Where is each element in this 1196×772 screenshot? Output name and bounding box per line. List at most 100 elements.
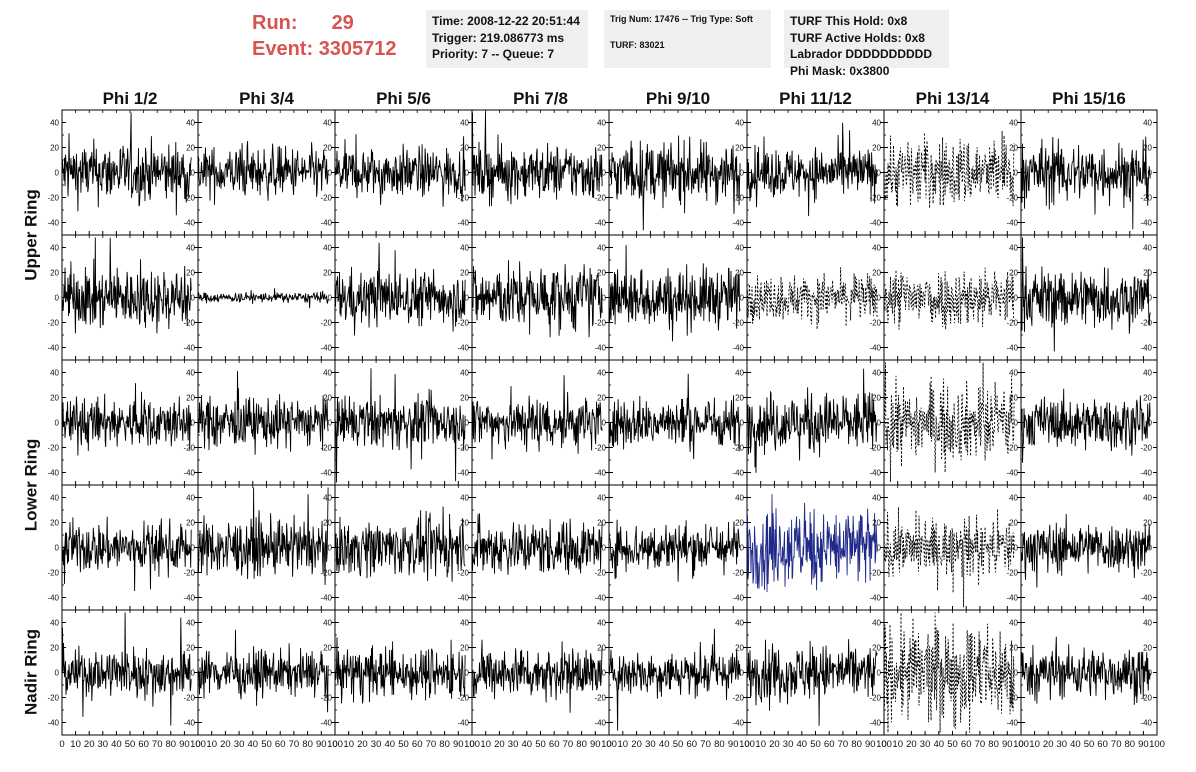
y-tick-label-0-4-4: 40 — [597, 119, 606, 128]
y-tick-label-2-3-4: 40 — [460, 369, 469, 378]
y-tick-label-2-3-3: 20 — [460, 394, 469, 403]
x-tick-label-5-6: 60 — [824, 739, 835, 750]
y-tick-label-4-4-0: -40 — [594, 719, 606, 728]
y-tick-label-4-5-3: 20 — [735, 644, 744, 653]
time-info-box: Time: 2008-12-22 20:51:44 Trigger: 219.0… — [426, 10, 588, 68]
y-tick-label-1-2-2: 0 — [328, 294, 333, 303]
x-tick-label-7-9: 90 — [1138, 739, 1149, 750]
y-tick-label-right-0-1: -20 — [1140, 194, 1152, 203]
waveform-1-6 — [883, 267, 1015, 330]
y-tick-label-2-0-3: 20 — [50, 394, 59, 403]
y-tick-label-4-1-0: -40 — [183, 719, 195, 728]
y-tick-label-1-1-4: 40 — [186, 244, 195, 253]
waveform-1-7 — [1020, 237, 1151, 352]
y-tick-label-3-7-3: 20 — [1009, 519, 1018, 528]
waveform-1-3 — [471, 260, 603, 338]
y-tick-label-1-4-3: 20 — [597, 269, 606, 278]
y-tick-label-3-4-4: 40 — [597, 494, 606, 503]
waveform-4-7 — [1020, 636, 1151, 705]
y-tick-label-4-3-4: 40 — [460, 619, 469, 628]
y-tick-label-0-1-0: -40 — [183, 219, 195, 228]
x-tick-label-1-10: 100 — [327, 739, 343, 750]
x-tick-label-2-3: 30 — [371, 739, 382, 750]
y-tick-label-0-2-2: 0 — [328, 169, 333, 178]
y-tick-label-right-2-1: -20 — [1140, 444, 1152, 453]
y-tick-label-3-2-3: 20 — [323, 519, 332, 528]
x-tick-label-5-7: 70 — [838, 739, 849, 750]
time-text: Time: 2008-12-22 20:51:44 — [432, 14, 580, 28]
waveform-1-1 — [197, 288, 329, 309]
y-tick-label-3-6-4: 40 — [872, 494, 881, 503]
y-tick-label-3-1-4: 40 — [186, 494, 195, 503]
y-tick-label-3-1-2: 0 — [191, 544, 196, 553]
y-tick-label-3-6-3: 20 — [872, 519, 881, 528]
y-tick-label-2-4-3: 20 — [597, 394, 606, 403]
y-tick-label-0-7-3: 20 — [1009, 144, 1018, 153]
waveform-0-0 — [61, 112, 192, 216]
waveform-3-3 — [471, 513, 603, 575]
y-tick-label-2-0-2: 0 — [55, 419, 60, 428]
y-tick-label-2-4-1: -20 — [594, 444, 606, 453]
x-tick-label-6-0: 0 — [881, 739, 886, 750]
y-tick-label-4-0-3: 20 — [50, 644, 59, 653]
y-tick-label-right-1-4: 40 — [1143, 244, 1152, 253]
y-tick-label-1-6-4: 40 — [872, 244, 881, 253]
y-tick-label-1-0-1: -20 — [47, 319, 59, 328]
x-tick-label-4-2: 20 — [631, 739, 642, 750]
y-tick-label-2-6-0: -40 — [869, 469, 881, 478]
y-tick-label-4-7-2: 0 — [1014, 669, 1019, 678]
x-tick-label-2-4: 40 — [385, 739, 396, 750]
y-tick-label-3-7-4: 40 — [1009, 494, 1018, 503]
x-tick-label-7-4: 40 — [1070, 739, 1081, 750]
y-tick-label-2-5-2: 0 — [740, 419, 745, 428]
y-tick-label-1-6-1: -20 — [869, 319, 881, 328]
x-tick-label-7-10: 100 — [1149, 739, 1165, 750]
waveform-0-2 — [334, 134, 466, 207]
y-tick-label-1-2-0: -40 — [320, 344, 332, 353]
x-tick-label-2-8: 80 — [439, 739, 450, 750]
x-tick-label-3-6: 60 — [549, 739, 560, 750]
y-tick-label-3-0-1: -20 — [47, 569, 59, 578]
y-tick-label-0-4-1: -20 — [594, 194, 606, 203]
x-tick-label-5-4: 40 — [797, 739, 808, 750]
waveform-0-7 — [1020, 136, 1151, 230]
trigger-text: Trigger: 219.086773 ms — [432, 30, 565, 45]
y-tick-label-2-0-4: 40 — [50, 369, 59, 378]
x-tick-label-6-7: 70 — [975, 739, 986, 750]
x-tick-label-7-8: 80 — [1125, 739, 1136, 750]
x-tick-label-0-2: 20 — [84, 739, 95, 750]
x-tick-label-0-7: 70 — [152, 739, 163, 750]
x-tick-label-1-9: 90 — [316, 739, 327, 750]
y-tick-label-4-6-0: -40 — [869, 719, 881, 728]
y-tick-label-right-3-2: 0 — [1148, 544, 1153, 553]
x-tick-label-4-7: 70 — [700, 739, 711, 750]
y-tick-label-0-0-1: -20 — [47, 194, 59, 203]
y-tick-label-4-4-2: 0 — [602, 669, 607, 678]
y-tick-label-0-2-4: 40 — [323, 119, 332, 128]
waveform-4-3 — [471, 639, 603, 713]
y-tick-label-4-0-4: 40 — [50, 619, 59, 628]
y-tick-label-3-2-4: 40 — [323, 494, 332, 503]
y-tick-label-2-4-2: 0 — [602, 419, 607, 428]
x-tick-label-6-10: 100 — [1013, 739, 1029, 750]
x-tick-label-1-2: 20 — [220, 739, 231, 750]
y-tick-label-2-3-1: -20 — [457, 444, 469, 453]
y-tick-label-1-3-4: 40 — [460, 244, 469, 253]
y-tick-label-0-1-2: 0 — [191, 169, 196, 178]
y-tick-label-1-0-4: 40 — [50, 244, 59, 253]
y-tick-label-2-2-2: 0 — [328, 419, 333, 428]
y-tick-label-2-5-4: 40 — [735, 369, 744, 378]
y-tick-label-3-3-4: 40 — [460, 494, 469, 503]
y-tick-label-right-4-1: -20 — [1140, 694, 1152, 703]
x-tick-label-1-5: 50 — [261, 739, 272, 750]
y-tick-label-4-4-1: -20 — [594, 694, 606, 703]
y-tick-label-4-3-1: -20 — [457, 694, 469, 703]
y-tick-label-right-3-1: -20 — [1140, 569, 1152, 578]
x-tick-label-5-5: 50 — [810, 739, 821, 750]
y-tick-label-4-5-0: -40 — [732, 719, 744, 728]
y-tick-label-4-6-2: 0 — [877, 669, 882, 678]
y-tick-label-4-1-2: 0 — [191, 669, 196, 678]
waveform-4-0 — [61, 612, 192, 726]
y-tick-label-2-4-0: -40 — [594, 469, 606, 478]
y-tick-label-3-5-1: -20 — [732, 569, 744, 578]
